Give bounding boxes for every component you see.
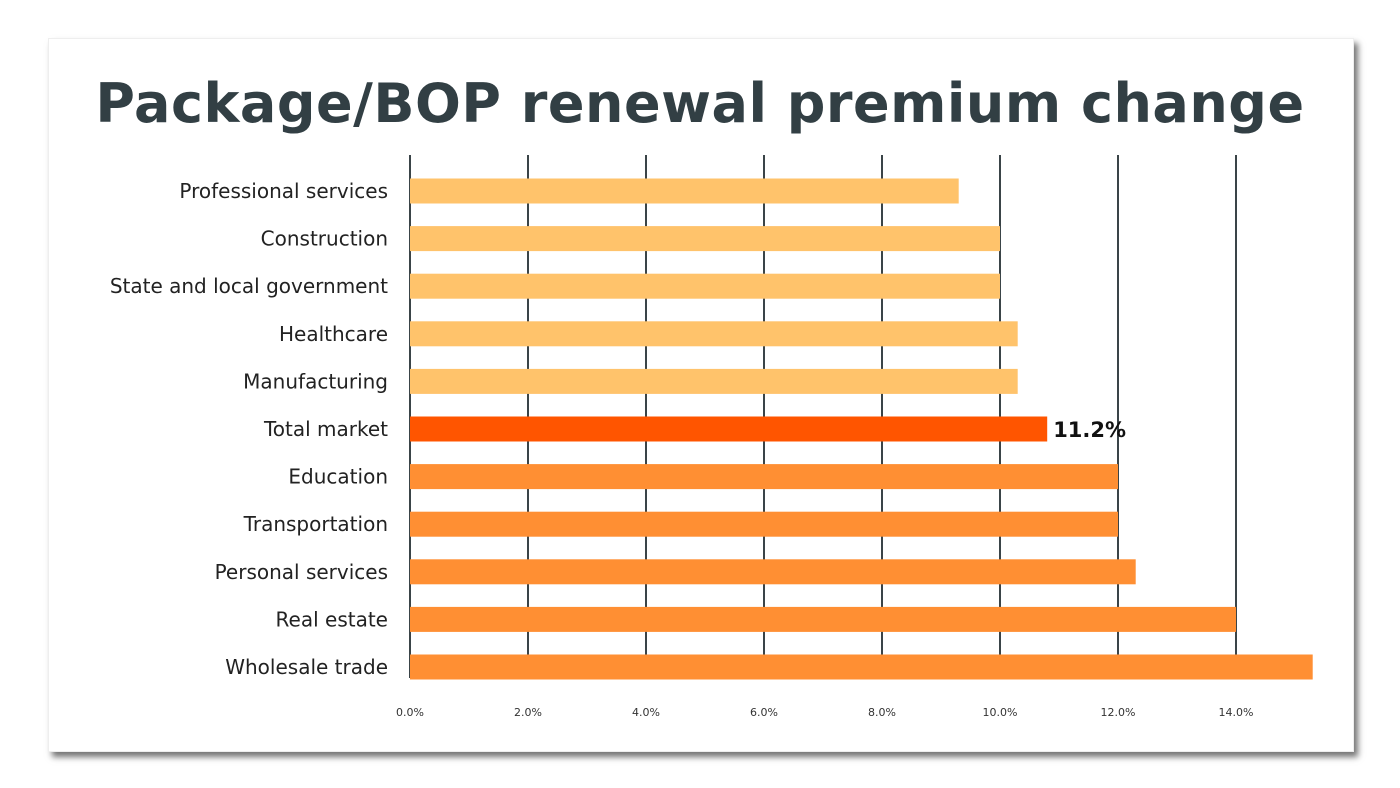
bar-personal-services [410,559,1136,585]
bar-transportation [410,511,1118,537]
category-label: Transportation [243,512,388,536]
bar-total-market [410,416,1048,442]
x-tick-label: 2.0% [514,706,542,719]
category-label: Manufacturing [243,369,388,393]
category-label: Real estate [276,607,388,631]
category-label: Wholesale trade [225,655,388,679]
bar-education [410,464,1118,490]
x-tick-label: 12.0% [1101,706,1136,719]
bar-healthcare [410,321,1018,347]
x-tick-label: 4.0% [632,706,660,719]
bar-state-and-local-government [410,273,1000,299]
bar-construction [410,226,1000,252]
category-label: Construction [261,227,388,251]
chart-card [48,38,1354,752]
category-label: State and local government [110,274,388,298]
bar-professional-services [410,178,959,204]
x-tick-label: 8.0% [868,706,896,719]
category-label: Education [288,465,388,489]
category-label: Professional services [179,179,388,203]
chart-title: Package/BOP renewal premium change [95,72,1305,135]
category-label: Personal services [215,560,388,584]
bar-wholesale-trade [410,654,1313,680]
bar-manufacturing [410,368,1018,394]
x-tick-label: 14.0% [1219,706,1254,719]
category-label: Total market [263,417,388,441]
data-label: 11.2% [1053,418,1126,442]
x-tick-label: 0.0% [396,706,424,719]
x-tick-label: 10.0% [983,706,1018,719]
bar-real-estate [410,606,1236,632]
category-label: Healthcare [279,322,388,346]
x-tick-label: 6.0% [750,706,778,719]
